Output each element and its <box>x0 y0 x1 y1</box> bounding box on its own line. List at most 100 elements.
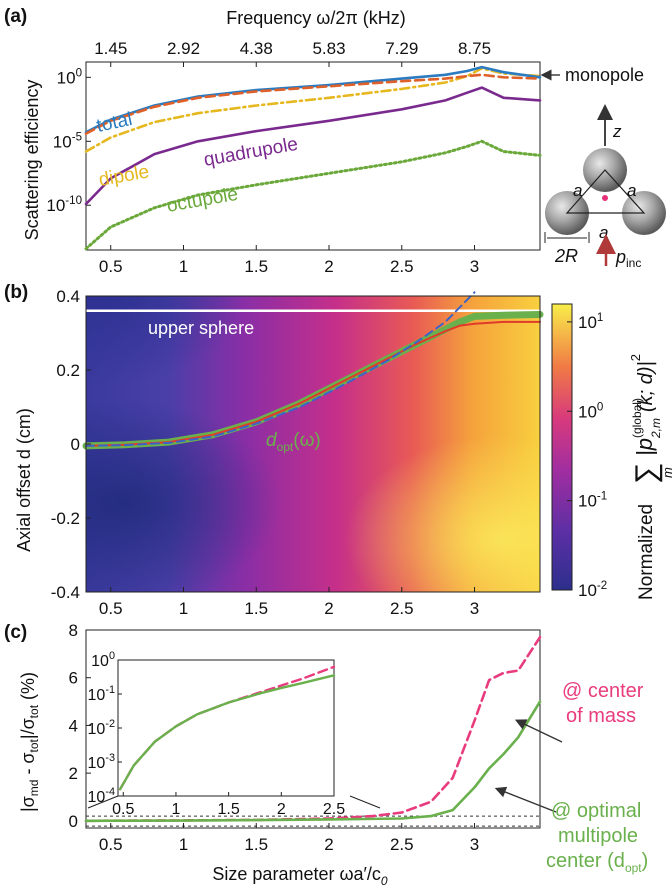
triangle <box>565 169 646 214</box>
series-solid-red <box>85 320 541 447</box>
inset-x-tick-label: 2.5 <box>323 801 345 818</box>
series-optimal-multipole-center-d-opt <box>84 700 542 823</box>
colorbar-label-sum: ∑ <box>630 463 663 484</box>
top-tick-label: 7.29 <box>385 39 418 58</box>
lines-b <box>82 291 544 450</box>
series-octupole <box>84 139 542 251</box>
zoom-connector-left <box>87 795 119 809</box>
series-total <box>84 65 542 134</box>
optimal-center-arrow <box>494 786 557 813</box>
series-monopole <box>84 73 542 135</box>
side-a-left: a <box>573 181 582 200</box>
y-tick-label-c: 6 <box>69 669 78 688</box>
inset-y-tick-label: 10-2 <box>88 718 115 738</box>
inset-y-ticks: 100 10-1 10-2 10-3 10-4 <box>88 650 122 806</box>
side-a-bottom: a <box>599 223 608 242</box>
x-tick-label-b: 1.5 <box>244 599 268 618</box>
colorbar-tick-label: 10-2 <box>578 580 607 600</box>
label-dipole: dipole <box>97 161 151 190</box>
x-tick-label-c: 3 <box>470 835 479 854</box>
upper-sphere-label: upper sphere <box>148 318 254 338</box>
y-tick-label-a: 10-10 <box>46 195 82 215</box>
lines-c <box>84 635 542 823</box>
label-octupole: octupole <box>165 184 239 217</box>
top-tick-label: 8.75 <box>458 39 491 58</box>
monopole-annotation: monopole <box>565 65 644 85</box>
x-axis-ticks-c: 0.5 1 1.5 2 2.5 3 <box>99 823 479 854</box>
x-tick-label-c: 2.5 <box>390 835 414 854</box>
opt-annotation-3: center (dopt) <box>546 850 648 875</box>
x-tick-label-c: 0.5 <box>99 835 123 854</box>
x-axis-ticks-a: 0.5 1 1.5 2 2.5 3 <box>99 245 479 276</box>
com-annotation-2: of mass <box>566 705 636 727</box>
inset-y-tick-label: 10-1 <box>88 684 115 704</box>
x-tick-label-a: 2.5 <box>390 257 414 276</box>
x-axis-label-c: Size parameter ωa′/c0 <box>212 864 388 888</box>
y-axis-label-a: Scattering efficiency <box>22 80 42 241</box>
y-axis-label-c: |σmd - σtot|/σtot (%) <box>18 672 41 812</box>
panel-b: (b) Axial offset d (cm) upper sphere dop… <box>4 282 672 618</box>
y-axis-ticks-b: 0.4 0.2 0 -0.2 -0.4 <box>51 287 91 602</box>
inset-y-tick-label: 10-4 <box>88 786 115 806</box>
zoom-connector-right <box>349 795 381 809</box>
opt-annotation-2: multipole <box>558 825 638 847</box>
inset-x-tick-label: 1.5 <box>218 801 240 818</box>
series-quadrupole <box>84 86 542 206</box>
center-of-mass-dot <box>602 195 608 201</box>
x-tick-label-c: 2 <box>324 835 333 854</box>
y-tick-label-b: 0 <box>71 435 80 454</box>
plot-frame-c <box>85 629 541 829</box>
lines-a <box>84 65 542 251</box>
y-tick-label-c: 2 <box>69 764 78 783</box>
x-tick-label-c: 1 <box>179 835 188 854</box>
inset-series-optimal-multipole-center-d-opt <box>118 674 336 791</box>
x-axis-ticks-b: 0.5 1 1.5 2 2.5 3 <box>99 587 479 618</box>
colorbar <box>551 303 573 591</box>
x-tick-label-b: 1 <box>179 599 188 618</box>
x-tick-label-a: 1.5 <box>244 257 268 276</box>
trimer-geometry-sketch: z a a a 2R pinc <box>544 104 666 270</box>
y-axis-ticks-a: 100 10-5 10-10 <box>46 67 91 215</box>
top-tick-label: 1.45 <box>94 39 127 58</box>
colorbar-label-index: m <box>660 467 672 478</box>
y-tick-label-b: 0.4 <box>56 287 80 306</box>
inset-lines <box>118 665 336 791</box>
panel-a-label: (a) <box>4 6 27 27</box>
y-tick-label-a: 10-5 <box>53 131 82 151</box>
inset-frame <box>117 659 335 797</box>
colorbar-tick-label: 100 <box>578 401 603 421</box>
inset-x-tick-label: 1 <box>171 801 180 818</box>
colorbar-tick-label: 10-1 <box>578 491 607 511</box>
y-tick-label-b: -0.4 <box>51 583 80 602</box>
x-tick-label-b: 2.5 <box>390 599 414 618</box>
y-tick-label-c: 0 <box>69 812 78 831</box>
top-tick-label: 2.92 <box>167 39 200 58</box>
z-label: z <box>612 122 622 141</box>
y-tick-label-c: 4 <box>69 716 78 735</box>
center-of-mass-arrow <box>514 719 563 743</box>
com-annotation-1: @ center <box>562 680 644 702</box>
panel-b-label: (b) <box>4 282 28 303</box>
x-tick-label-b: 3 <box>470 599 479 618</box>
top-axis-ticks: 1.45 2.92 4.38 5.83 7.29 8.75 <box>94 39 491 67</box>
top-tick-label: 4.38 <box>240 39 273 58</box>
panel-c: (c) |σmd - σtot|/σtot (%) 0.5 1 1.5 2 2.5 3 0… <box>4 621 648 888</box>
opt-annotation-1: @ optimal <box>551 800 641 822</box>
y-tick-label-b: 0.2 <box>56 361 80 380</box>
series-dashed-blue <box>85 291 476 447</box>
colorbar-label-normalized: Normalized <box>636 504 657 600</box>
x-tick-label-c: 1.5 <box>244 835 268 854</box>
inset-x-ticks: 0.5 1 1.5 2 2.5 <box>112 792 345 818</box>
inset-y-tick-label: 10-3 <box>88 752 115 772</box>
p-inc-label: pinc <box>615 247 641 270</box>
series-dipole <box>84 67 542 153</box>
colorbar-label: Normalized ∑ m |p(global)2,m(k; d)|2 <box>628 354 672 600</box>
y-tick-label-c: 8 <box>69 621 78 640</box>
x-tick-label-b: 2 <box>324 599 333 618</box>
two-r-label: 2R <box>554 246 578 266</box>
y-tick-label-b: -0.2 <box>51 509 80 528</box>
panel-a: (a) Frequency ω/2π (kHz) 1.45 2.92 4.38 5.8… <box>4 6 666 276</box>
y-tick-label-a: 100 <box>57 67 82 87</box>
x-tick-label-a: 2 <box>324 257 333 276</box>
